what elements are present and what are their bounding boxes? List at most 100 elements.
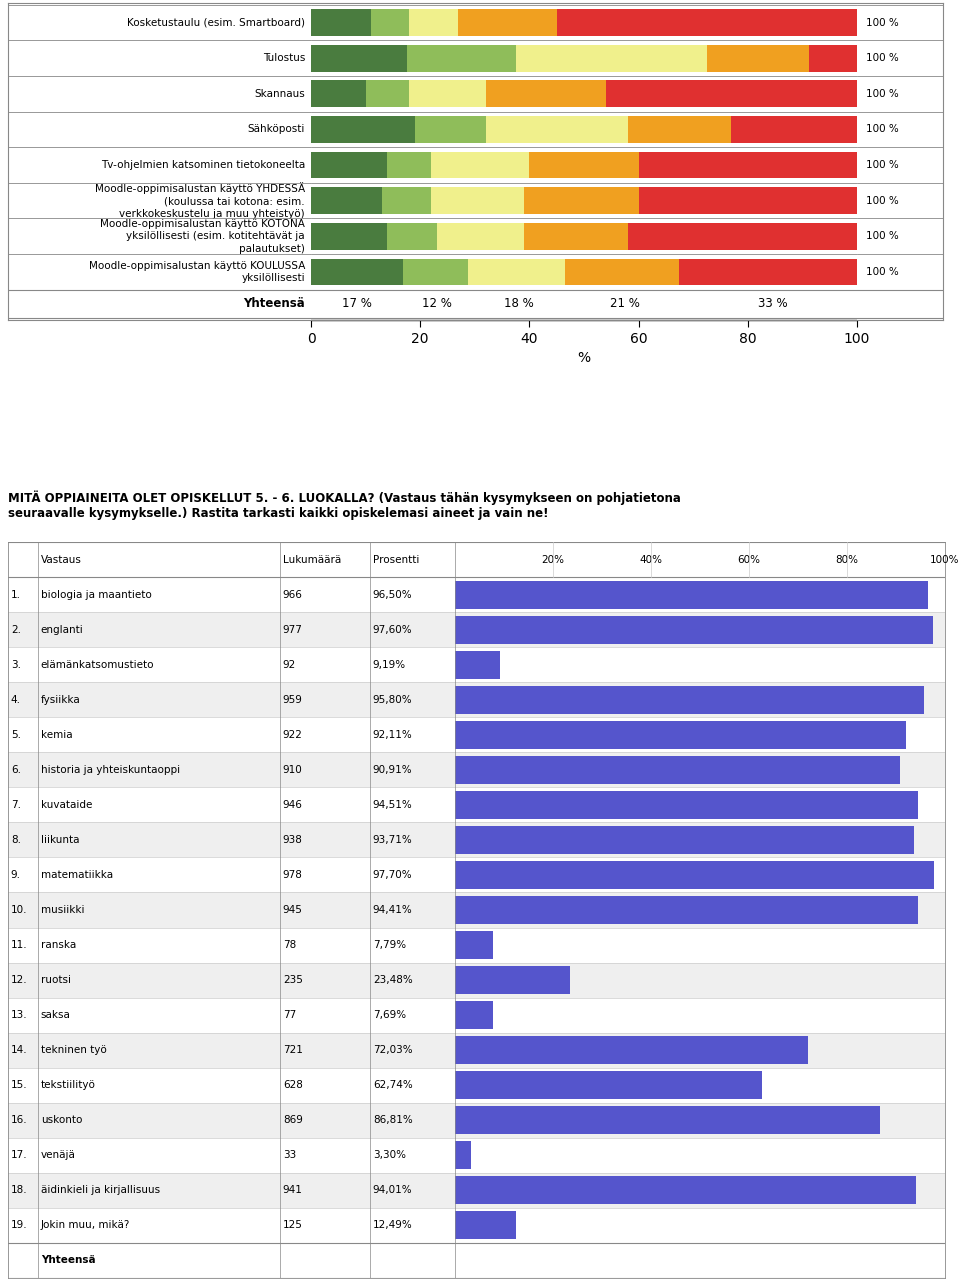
Bar (311, 45, 406, 72)
Bar (455, 651, 500, 679)
Text: 86,81%: 86,81% (372, 1115, 413, 1125)
Bar (372, 9, 409, 36)
Text: 100 %: 100 % (866, 125, 899, 135)
Text: 1.: 1. (11, 589, 21, 599)
Text: 95,80%: 95,80% (372, 694, 413, 705)
Bar (8, 998, 945, 1033)
Text: 21 %: 21 % (610, 297, 640, 310)
Text: historia ja yhteiskuntaoppi: historia ja yhteiskuntaoppi (41, 765, 180, 774)
Text: Skannaus: Skannaus (254, 89, 305, 99)
Text: 14.: 14. (11, 1046, 28, 1056)
Text: 77: 77 (283, 1010, 296, 1020)
Text: 9.: 9. (11, 869, 21, 880)
Bar (455, 896, 918, 925)
Bar (606, 81, 857, 107)
Text: 62,74%: 62,74% (372, 1080, 413, 1091)
Text: 100 %: 100 % (866, 267, 899, 276)
Text: 869: 869 (283, 1115, 302, 1125)
Text: 13.: 13. (11, 1010, 28, 1020)
Bar (382, 188, 431, 213)
Text: 23,48%: 23,48% (372, 975, 413, 985)
Text: elämänkatsomustieto: elämänkatsomustieto (41, 660, 155, 670)
Bar (311, 116, 415, 143)
Bar (8, 927, 945, 963)
Text: 945: 945 (283, 905, 302, 916)
Text: 94,41%: 94,41% (372, 905, 413, 916)
Text: Vastaus: Vastaus (41, 554, 82, 565)
Bar (516, 45, 707, 72)
Bar (311, 81, 366, 107)
Text: 92,11%: 92,11% (372, 729, 413, 739)
Text: 96,50%: 96,50% (372, 589, 413, 599)
Bar (431, 152, 529, 179)
Text: musiikki: musiikki (41, 905, 84, 916)
Text: Moodle-oppimisalustan käyttö KOULUSSA
yksilöllisesti: Moodle-oppimisalustan käyttö KOULUSSA yk… (88, 261, 305, 283)
Text: Tv-ohjelmien katsominen tietokoneelta: Tv-ohjelmien katsominen tietokoneelta (101, 159, 305, 170)
Text: englanti: englanti (41, 625, 84, 634)
Bar (8, 1103, 945, 1138)
Text: 9,19%: 9,19% (372, 660, 406, 670)
Text: 33: 33 (283, 1151, 296, 1160)
Bar (455, 616, 933, 643)
Text: Tulostus: Tulostus (263, 53, 305, 63)
Text: 33 %: 33 % (757, 297, 787, 310)
Bar (311, 9, 372, 36)
Text: 17.: 17. (11, 1151, 28, 1160)
Text: ruotsi: ruotsi (41, 975, 71, 985)
Text: 15.: 15. (11, 1080, 28, 1091)
Bar (455, 1071, 762, 1100)
Bar (406, 45, 516, 72)
Text: 60%: 60% (737, 554, 760, 565)
Text: 20%: 20% (541, 554, 564, 565)
Text: 11.: 11. (11, 940, 28, 950)
Text: 941: 941 (283, 1186, 302, 1196)
Text: tekninen työ: tekninen työ (41, 1046, 107, 1056)
Bar (638, 152, 857, 179)
Text: 100 %: 100 % (866, 195, 899, 206)
Text: kemia: kemia (41, 729, 72, 739)
Bar (809, 45, 857, 72)
Text: 922: 922 (283, 729, 302, 739)
Text: 97,70%: 97,70% (372, 869, 413, 880)
Text: 100%: 100% (930, 554, 960, 565)
Text: 17 %: 17 % (343, 297, 372, 310)
Text: 12.: 12. (11, 975, 28, 985)
Text: venäjä: venäjä (41, 1151, 76, 1160)
Bar (455, 1001, 492, 1029)
Text: 93,71%: 93,71% (372, 835, 413, 845)
Text: saksa: saksa (41, 1010, 71, 1020)
Text: fysiikka: fysiikka (41, 694, 81, 705)
Bar (8, 612, 945, 647)
Text: 7.: 7. (11, 800, 21, 810)
Text: 12,49%: 12,49% (372, 1220, 413, 1231)
Bar (455, 1037, 808, 1065)
Text: 910: 910 (283, 765, 302, 774)
Text: Yhteensä: Yhteensä (41, 1255, 95, 1265)
Text: Moodle-oppimisalustan käyttö YHDESSÄ
(koulussa tai kotona: esim.
verkkokeskustel: Moodle-oppimisalustan käyttö YHDESSÄ (ko… (95, 183, 305, 219)
Bar (311, 222, 388, 249)
Text: Sähköposti: Sähköposti (248, 125, 305, 135)
Text: äidinkieli ja kirjallisuus: äidinkieli ja kirjallisuus (41, 1186, 160, 1196)
Text: 2.: 2. (11, 625, 21, 634)
Bar (455, 966, 570, 994)
Text: 959: 959 (283, 694, 302, 705)
Bar (638, 188, 857, 213)
Bar (8, 752, 945, 787)
Text: uskonto: uskonto (41, 1115, 83, 1125)
Text: MITÄ OPPIAINEITA OLET OPISKELLUT 5. - 6. LUOKALLA? (Vastaus tähän kysymykseen on: MITÄ OPPIAINEITA OLET OPISKELLUT 5. - 6.… (8, 490, 681, 520)
Text: 721: 721 (283, 1046, 302, 1056)
Text: 6.: 6. (11, 765, 21, 774)
Bar (8, 1138, 945, 1173)
Bar (557, 9, 857, 36)
Bar (8, 963, 945, 998)
Text: Jokin muu, mikä?: Jokin muu, mikä? (41, 1220, 131, 1231)
Text: 40%: 40% (639, 554, 662, 565)
Bar (366, 81, 409, 107)
Text: 938: 938 (283, 835, 302, 845)
Bar (455, 826, 914, 854)
Bar (8, 1033, 945, 1067)
Bar (388, 152, 431, 179)
Bar (459, 9, 557, 36)
Bar (8, 577, 945, 612)
Text: 78: 78 (283, 940, 296, 950)
